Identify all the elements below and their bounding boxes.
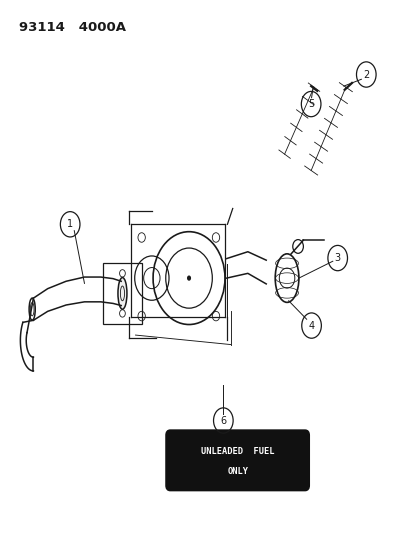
FancyBboxPatch shape [166,431,308,490]
Text: UNLEADED  FUEL: UNLEADED FUEL [200,447,274,456]
Text: 6: 6 [220,416,226,425]
Circle shape [187,276,191,281]
Text: 5: 5 [307,99,313,109]
Ellipse shape [118,278,127,309]
Text: 3: 3 [334,253,340,263]
Text: 4: 4 [308,320,314,330]
Text: 2: 2 [362,69,368,79]
Text: 1: 1 [67,219,73,229]
Text: ONLY: ONLY [227,467,247,476]
Text: 93114   4000A: 93114 4000A [19,21,126,34]
